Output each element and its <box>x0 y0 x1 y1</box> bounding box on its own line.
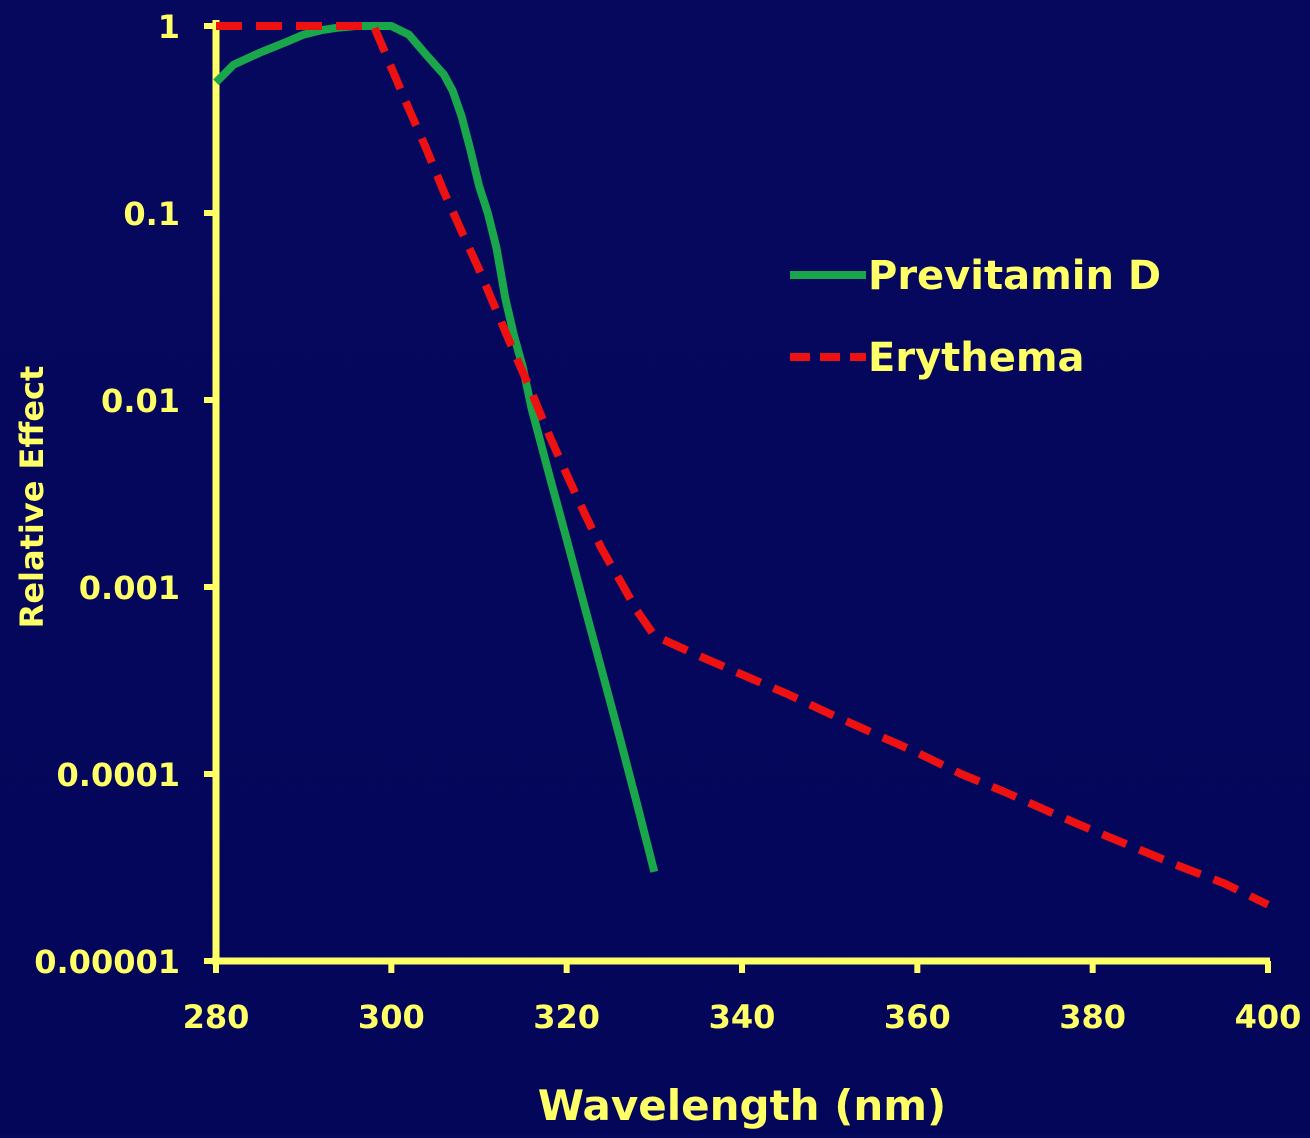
previtamin-d-line <box>213 22 659 873</box>
legend-previtamin-d: Previtamin D <box>790 253 1161 299</box>
y-tick-label: 0.1 <box>123 195 180 233</box>
legend-label: Erythema <box>868 335 1085 381</box>
x-tick-label: 340 <box>709 998 776 1036</box>
y-tick-label: 0.001 <box>79 569 180 607</box>
x-tick-label: 320 <box>533 998 600 1036</box>
x-tick-label: 360 <box>884 998 951 1036</box>
x-axis-title: Wavelength (nm) <box>538 1081 947 1130</box>
erythema-line <box>216 22 1270 909</box>
x-tick-label: 280 <box>183 998 250 1036</box>
y-tick-label: 0.01 <box>101 382 180 420</box>
y-tick-label: 0.00001 <box>34 943 180 981</box>
y-axis-title: Relative Effect <box>13 366 51 629</box>
x-tick-label: 300 <box>358 998 425 1036</box>
legend: Previtamin D Erythema <box>790 253 1161 381</box>
x-tick-label: 400 <box>1235 998 1302 1036</box>
y-tick-label: 0.0001 <box>57 756 180 794</box>
legend-erythema: Erythema <box>790 335 1085 381</box>
series-layer <box>213 22 1270 909</box>
axes-group: 0.00001 0.0001 0.001 0.01 0.1 1 280 300 320 340 36… <box>34 8 1301 1036</box>
x-tick-label: 380 <box>1059 998 1126 1036</box>
y-tick-label: 1 <box>158 8 180 46</box>
legend-label: Previtamin D <box>868 253 1161 299</box>
